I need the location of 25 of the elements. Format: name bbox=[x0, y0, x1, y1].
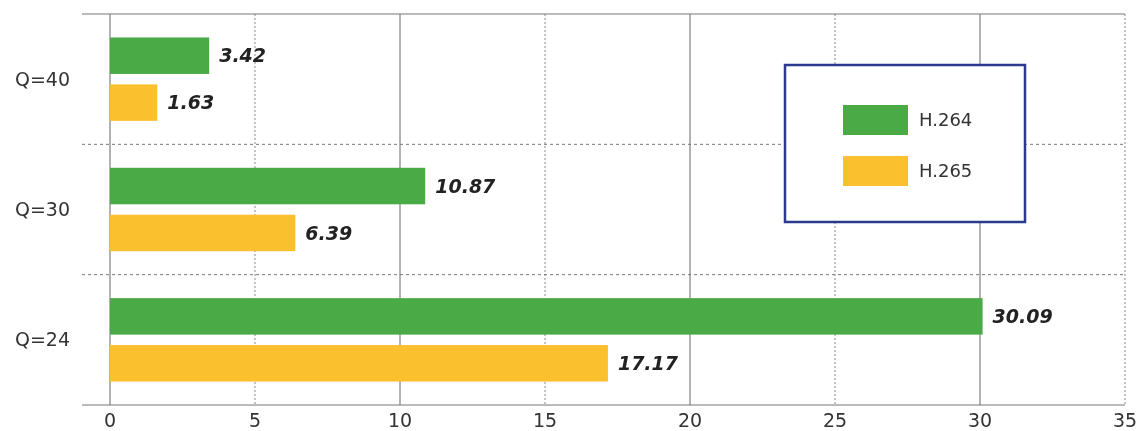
bar bbox=[110, 37, 210, 74]
data-label: 6.39 bbox=[305, 221, 353, 244]
x-tick-label: 5 bbox=[248, 409, 262, 431]
bar bbox=[110, 84, 158, 121]
x-tick-label: 35 bbox=[1112, 409, 1136, 431]
bar bbox=[110, 167, 426, 205]
bar bbox=[110, 214, 296, 252]
data-label: 17.17 bbox=[617, 351, 679, 374]
y-tick-label: Q=30 bbox=[14, 198, 70, 221]
data-label: 30.09 bbox=[992, 305, 1053, 328]
data-label: 10.87 bbox=[435, 174, 497, 197]
x-tick-label: 10 bbox=[387, 409, 413, 431]
x-tick-label: 30 bbox=[967, 409, 993, 431]
legend-label: H.265 bbox=[919, 159, 973, 181]
y-tick-label: Q=40 bbox=[14, 67, 70, 90]
x-tick-label: 0 bbox=[103, 409, 117, 431]
bar bbox=[110, 345, 608, 382]
x-tick-label: 20 bbox=[677, 409, 703, 431]
data-label: 1.63 bbox=[167, 91, 215, 114]
data-label: 3.42 bbox=[219, 44, 267, 67]
x-tick-label: 15 bbox=[532, 409, 558, 431]
bar bbox=[110, 298, 983, 335]
legend-label: H.264 bbox=[919, 108, 973, 130]
y-tick-label: Q=24 bbox=[14, 328, 70, 351]
x-tick-label: 25 bbox=[822, 409, 848, 431]
